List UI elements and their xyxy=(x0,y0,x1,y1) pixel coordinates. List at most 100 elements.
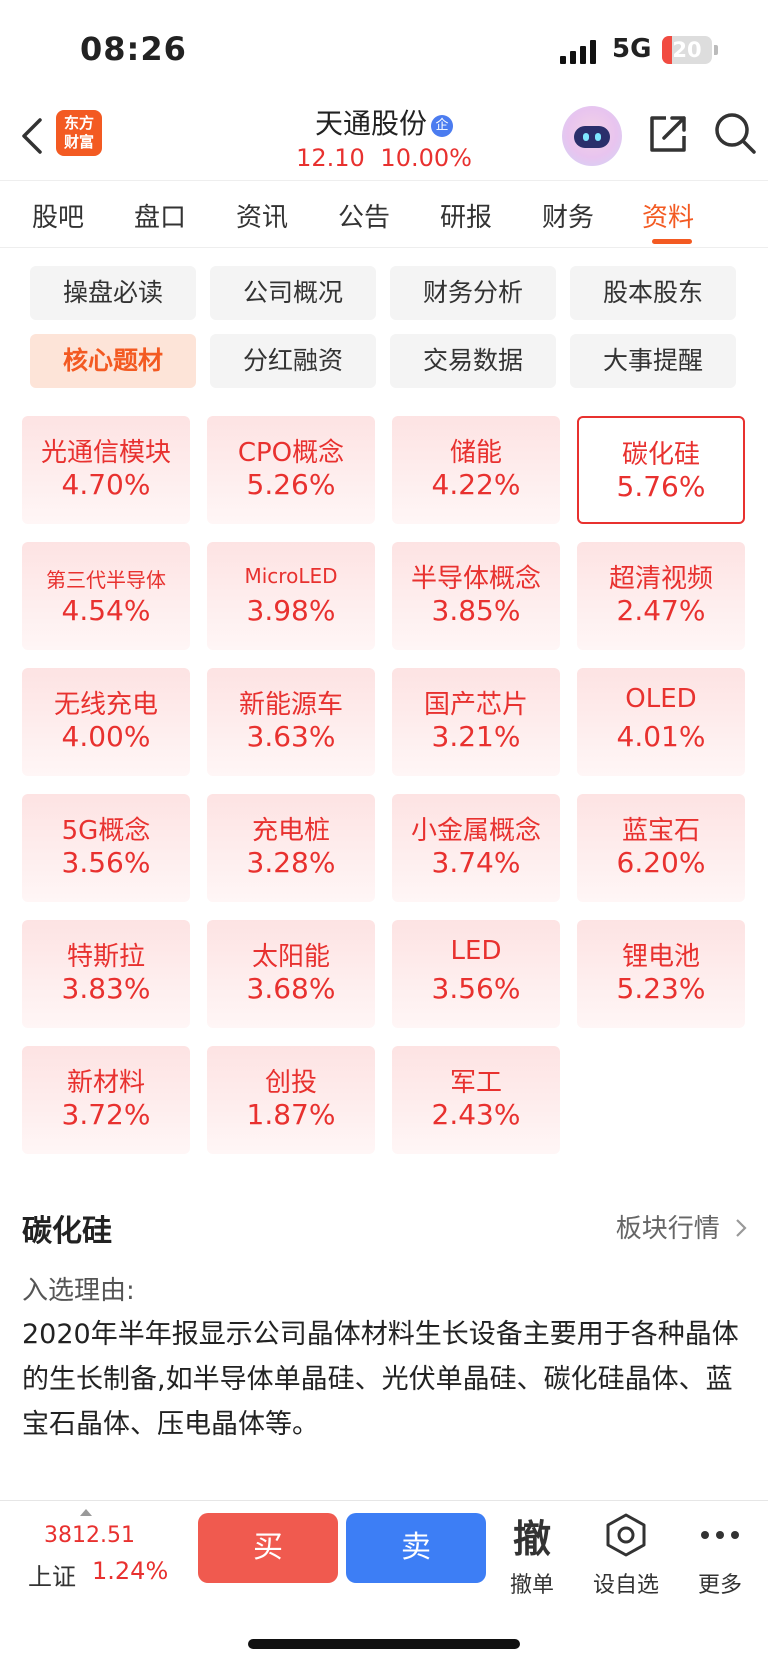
share-icon[interactable] xyxy=(646,112,690,156)
sub-tab-6[interactable]: 交易数据 xyxy=(390,334,556,388)
concept-card[interactable]: 新材料 3.72% xyxy=(22,1046,190,1154)
tab-0[interactable]: 股吧 xyxy=(8,197,108,234)
index-expand-icon[interactable] xyxy=(80,1509,92,1516)
sub-tab-5[interactable]: 分红融资 xyxy=(210,334,376,388)
tab-3[interactable]: 公告 xyxy=(314,197,414,234)
stock-quote: 12.10 10.00% xyxy=(0,144,768,172)
add-watchlist-label: 设自选 xyxy=(592,1573,659,1598)
concept-change: 3.21% xyxy=(431,720,521,753)
concept-change: 4.00% xyxy=(61,720,151,753)
concept-change: 3.63% xyxy=(246,720,336,753)
ai-assistant-icon[interactable] xyxy=(562,106,622,166)
battery-level: 20 xyxy=(672,38,702,62)
sub-tab-1[interactable]: 公司概况 xyxy=(210,266,376,320)
app-logo[interactable]: 东方 财富 xyxy=(56,110,102,156)
chevron-right-icon xyxy=(736,1219,747,1237)
signal-icon xyxy=(560,38,596,64)
sub-tab-2[interactable]: 财务分析 xyxy=(390,266,556,320)
stock-change: 10.00% xyxy=(380,144,472,172)
concept-card[interactable]: MicroLED 3.98% xyxy=(207,542,375,650)
sub-tab-3[interactable]: 股本股东 xyxy=(570,266,736,320)
concept-card[interactable]: 锂电池 5.23% xyxy=(577,920,745,1028)
logo-line1: 东方 xyxy=(63,114,94,132)
sub-tab-0[interactable]: 操盘必读 xyxy=(30,266,196,320)
battery-tip xyxy=(714,45,718,55)
concept-name: 蓝宝石 xyxy=(621,816,700,846)
concept-change: 3.68% xyxy=(246,972,336,1005)
concept-card[interactable]: 蓝宝石 6.20% xyxy=(577,794,745,902)
concept-name: 无线充电 xyxy=(53,690,158,720)
concept-card[interactable]: 超清视频 2.47% xyxy=(577,542,745,650)
concept-name: 国产芯片 xyxy=(423,690,528,720)
concept-name: LED xyxy=(450,936,502,966)
more-button[interactable]: 更多 xyxy=(680,1509,760,1599)
status-bar: 08:26 5G 20 xyxy=(0,0,768,96)
stock-name: 天通股份 xyxy=(314,107,427,140)
concept-change: 4.22% xyxy=(431,468,521,501)
index-change[interactable]: 1.24% xyxy=(92,1557,169,1585)
logo-line2: 财富 xyxy=(63,133,94,151)
concept-card[interactable]: 5G概念 3.56% xyxy=(22,794,190,902)
enterprise-badge-icon: 企 xyxy=(431,115,453,137)
concept-card[interactable]: CPO概念 5.26% xyxy=(207,416,375,524)
concept-card[interactable]: 储能 4.22% xyxy=(392,416,560,524)
concept-name: 锂电池 xyxy=(621,942,700,972)
concept-card[interactable]: OLED 4.01% xyxy=(577,668,745,776)
sector-quote-label: 板块行情 xyxy=(615,1214,720,1244)
concept-card[interactable]: 太阳能 3.68% xyxy=(207,920,375,1028)
concept-name: 新材料 xyxy=(66,1068,145,1098)
concept-card[interactable]: 国产芯片 3.21% xyxy=(392,668,560,776)
concept-card[interactable]: 无线充电 4.00% xyxy=(22,668,190,776)
concept-change: 4.54% xyxy=(61,594,151,627)
concept-detail-title: 碳化硅 xyxy=(22,1214,112,1249)
bottom-trade-bar: 3812.51 上证 1.24% 买 卖 撤 撤单 设自选 更多 xyxy=(0,1500,768,1664)
concept-change: 3.74% xyxy=(431,846,521,879)
concept-change: 4.01% xyxy=(616,720,706,753)
search-icon[interactable] xyxy=(712,110,758,156)
tab-label: 研报 xyxy=(439,203,492,233)
sell-button[interactable]: 卖 xyxy=(346,1513,486,1583)
concept-change: 3.72% xyxy=(61,1098,151,1131)
sub-tab-4[interactable]: 核心题材 xyxy=(30,334,196,388)
cancel-order-label: 撤单 xyxy=(509,1573,554,1598)
concept-name: OLED xyxy=(625,684,697,714)
concept-card[interactable]: 新能源车 3.63% xyxy=(207,668,375,776)
cancel-order-button[interactable]: 撤 撤单 xyxy=(492,1509,572,1599)
tab-6[interactable]: 资料 xyxy=(618,197,718,244)
active-tab-indicator xyxy=(652,239,692,244)
concept-change: 3.83% xyxy=(61,972,151,1005)
concept-name: 新能源车 xyxy=(238,690,343,720)
concept-card[interactable]: 军工 2.43% xyxy=(392,1046,560,1154)
concept-card[interactable]: 创投 1.87% xyxy=(207,1046,375,1154)
concept-card[interactable]: 光通信模块 4.70% xyxy=(22,416,190,524)
concept-card[interactable]: LED 3.56% xyxy=(392,920,560,1028)
concept-name: CPO概念 xyxy=(237,438,345,468)
concept-change: 3.56% xyxy=(61,846,151,879)
tab-1[interactable]: 盘口 xyxy=(110,197,210,234)
concept-card[interactable]: 碳化硅 5.76% xyxy=(577,416,745,524)
index-value[interactable]: 3812.51 xyxy=(44,1523,135,1548)
buy-button[interactable]: 买 xyxy=(198,1513,338,1583)
sector-quote-link[interactable]: 板块行情 xyxy=(616,1208,748,1245)
concept-name: 特斯拉 xyxy=(66,942,145,972)
concept-change: 6.20% xyxy=(616,846,706,879)
concept-card[interactable]: 半导体概念 3.85% xyxy=(392,542,560,650)
back-icon[interactable] xyxy=(18,116,48,156)
concept-change: 5.23% xyxy=(616,972,706,1005)
tab-label: 资讯 xyxy=(235,203,288,233)
tab-4[interactable]: 研报 xyxy=(416,197,516,234)
tab-5[interactable]: 财务 xyxy=(518,197,618,234)
concept-card[interactable]: 特斯拉 3.83% xyxy=(22,920,190,1028)
concept-card[interactable]: 第三代半导体 4.54% xyxy=(22,542,190,650)
concept-name: 太阳能 xyxy=(251,942,330,972)
index-name[interactable]: 上证 xyxy=(28,1563,76,1591)
concept-change: 4.70% xyxy=(61,468,151,501)
hexagon-icon xyxy=(606,1513,646,1557)
add-watchlist-button[interactable]: 设自选 xyxy=(586,1509,666,1599)
sub-tab-7[interactable]: 大事提醒 xyxy=(570,334,736,388)
concept-card[interactable]: 充电桩 3.28% xyxy=(207,794,375,902)
concept-card[interactable]: 小金属概念 3.74% xyxy=(392,794,560,902)
main-tabs: 股吧 盘口 资讯 公告 研报 财务 资料 xyxy=(0,180,768,248)
tab-2[interactable]: 资讯 xyxy=(212,197,312,234)
concept-name: 5G概念 xyxy=(61,816,151,846)
